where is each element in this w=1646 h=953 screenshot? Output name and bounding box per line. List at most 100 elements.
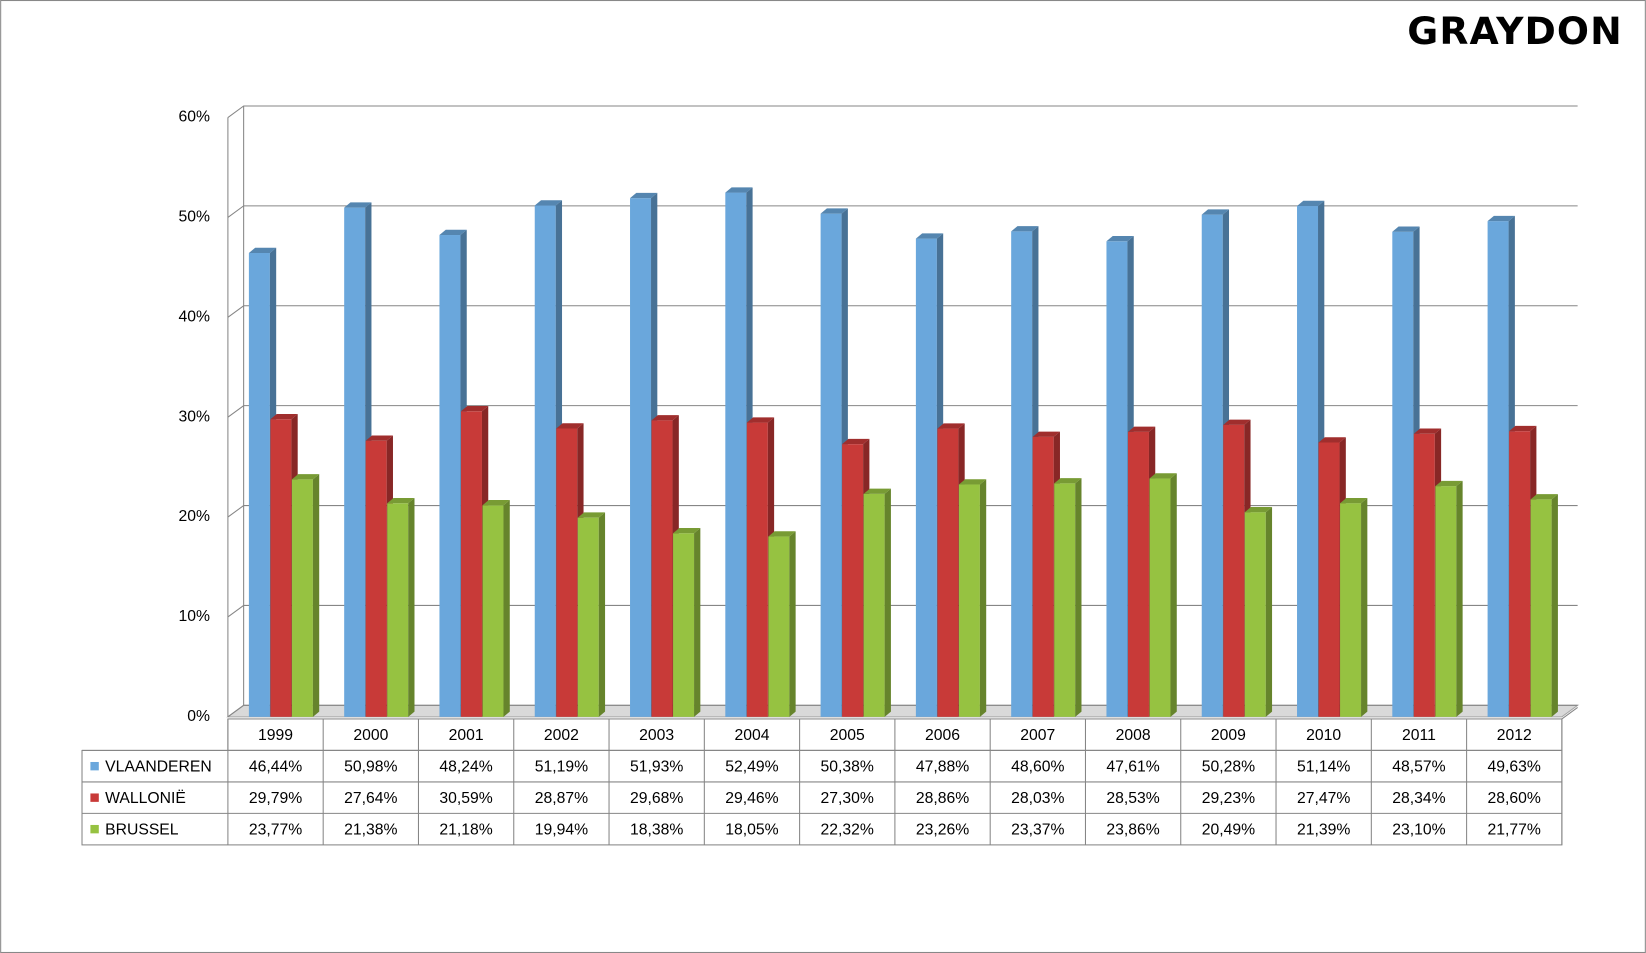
bar-side bbox=[1361, 497, 1368, 717]
bar-top bbox=[556, 423, 584, 429]
table-value: 29,79% bbox=[249, 790, 302, 807]
bar-front bbox=[863, 493, 885, 717]
bar-front bbox=[577, 517, 599, 717]
bar-top bbox=[1509, 425, 1537, 432]
table-value: 51,19% bbox=[535, 758, 588, 775]
bar-top bbox=[1149, 473, 1177, 479]
bar-top bbox=[577, 512, 606, 518]
bar-top bbox=[482, 500, 510, 506]
bar-side bbox=[598, 512, 606, 717]
table-value: 29,46% bbox=[725, 790, 778, 807]
table-value: 23,26% bbox=[916, 821, 969, 838]
bar-front bbox=[365, 440, 387, 717]
bar-front bbox=[630, 198, 652, 717]
bar-side bbox=[884, 488, 891, 717]
bar-top bbox=[534, 200, 563, 206]
bar-top bbox=[1487, 215, 1515, 222]
table-value: 28,87% bbox=[535, 790, 588, 807]
bar-front bbox=[1509, 431, 1531, 717]
bar-front bbox=[1054, 483, 1076, 717]
bar-side bbox=[1456, 480, 1463, 717]
bar-front bbox=[1392, 231, 1414, 717]
bar-side bbox=[1075, 478, 1082, 717]
y-tick-label: 50% bbox=[179, 209, 211, 226]
bar-side bbox=[789, 531, 796, 717]
bar-front bbox=[387, 503, 409, 717]
bar-top bbox=[270, 414, 298, 420]
bar-front bbox=[1011, 231, 1033, 717]
bar bbox=[1149, 473, 1177, 717]
y-tick-label: 60% bbox=[179, 109, 211, 126]
table-value: 28,03% bbox=[1011, 790, 1064, 807]
bar-front bbox=[746, 422, 768, 717]
bar-top bbox=[1318, 437, 1346, 443]
x-tick-label: 2009 bbox=[1211, 727, 1246, 744]
bar bbox=[863, 488, 891, 717]
bar-top bbox=[768, 531, 796, 537]
bar-side bbox=[1265, 506, 1273, 717]
table-value: 23,10% bbox=[1392, 821, 1445, 838]
table-value: 28,34% bbox=[1392, 790, 1445, 807]
x-tick-label: 2006 bbox=[925, 727, 960, 744]
table-value: 28,86% bbox=[916, 790, 969, 807]
bar-front bbox=[1487, 221, 1509, 717]
bar-side bbox=[1551, 494, 1558, 717]
x-tick-label: 2007 bbox=[1020, 727, 1055, 744]
x-tick-label: 2012 bbox=[1497, 727, 1532, 744]
table-value: 49,63% bbox=[1488, 758, 1541, 775]
bar-front bbox=[1127, 431, 1149, 717]
table-value: 48,57% bbox=[1392, 758, 1445, 775]
table-value: 21,77% bbox=[1488, 821, 1541, 838]
y-tick-label: 0% bbox=[187, 708, 210, 725]
x-tick-label: 2011 bbox=[1402, 727, 1436, 744]
bar-side bbox=[503, 500, 510, 717]
bar-top bbox=[1127, 426, 1156, 432]
table-value: 51,14% bbox=[1297, 758, 1350, 775]
bar-front bbox=[1340, 503, 1362, 717]
table-value: 47,88% bbox=[916, 758, 969, 775]
bar-front bbox=[842, 444, 864, 717]
bar-front bbox=[1530, 499, 1552, 717]
table-value: 21,38% bbox=[344, 821, 397, 838]
bar-top bbox=[344, 202, 372, 208]
bar-front bbox=[270, 419, 292, 717]
bar-top bbox=[1530, 494, 1558, 500]
bar-top bbox=[863, 488, 891, 494]
table-value: 48,60% bbox=[1011, 758, 1064, 775]
logo: GRAYDON bbox=[1407, 9, 1622, 53]
bar-top bbox=[1032, 431, 1060, 437]
table-value: 50,98% bbox=[344, 758, 397, 775]
bar-front bbox=[534, 205, 556, 717]
bar-top bbox=[630, 192, 658, 199]
table-value: 29,68% bbox=[630, 790, 683, 807]
bar-front bbox=[1318, 442, 1340, 717]
bar-top bbox=[915, 233, 944, 239]
bar-front bbox=[248, 252, 270, 717]
bar-front bbox=[1032, 436, 1054, 717]
bar-top bbox=[1054, 478, 1082, 484]
table-value: 47,61% bbox=[1106, 758, 1159, 775]
table-value: 21,18% bbox=[439, 821, 492, 838]
bar-top bbox=[365, 435, 393, 441]
x-tick-label: 2003 bbox=[639, 727, 674, 744]
bar bbox=[1244, 506, 1273, 717]
bar-front bbox=[556, 428, 578, 717]
bar bbox=[768, 531, 796, 717]
bar-front bbox=[291, 479, 313, 717]
legend-label: BRUSSEL bbox=[105, 821, 179, 838]
table-value: 18,05% bbox=[725, 821, 778, 838]
table-value: 50,38% bbox=[821, 758, 874, 775]
x-tick-label: 2000 bbox=[353, 727, 388, 744]
grid-line bbox=[227, 105, 1578, 118]
bar-side bbox=[694, 528, 701, 717]
bar-front bbox=[725, 192, 747, 717]
table-value: 46,44% bbox=[249, 758, 302, 775]
x-tick-label: 2004 bbox=[734, 727, 769, 744]
x-tick-label: 1999 bbox=[258, 727, 293, 744]
bar-front bbox=[937, 428, 959, 717]
x-tick-label: 2002 bbox=[544, 727, 579, 744]
table-value: 51,93% bbox=[630, 758, 683, 775]
table-value: 48,24% bbox=[439, 758, 492, 775]
